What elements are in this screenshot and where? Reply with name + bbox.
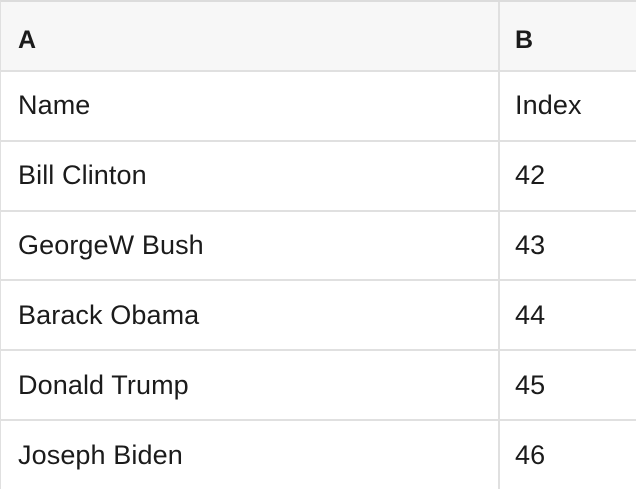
cell-b4-index[interactable]: 44 <box>515 299 546 330</box>
cell-b6-index[interactable]: 46 <box>515 439 546 470</box>
cell-b1-index-label[interactable]: Index <box>515 90 582 121</box>
cell-a6-name[interactable]: Joseph Biden <box>1 421 500 489</box>
cell-a4-name[interactable]: Barack Obama <box>1 281 500 350</box>
cell-a1-name-label[interactable]: Name <box>1 71 500 140</box>
cell-b5-index[interactable]: 45 <box>515 369 546 400</box>
table-row: Name Index <box>1 71 636 142</box>
cell-b3-index[interactable]: 43 <box>515 230 546 260</box>
cell-a2-name[interactable]: Bill Clinton <box>1 141 500 210</box>
cell-a3-name[interactable]: GeorgeW Bush <box>1 211 500 280</box>
table-row: Bill Clinton 42 <box>1 141 636 212</box>
column-header-B[interactable]: B <box>500 2 636 70</box>
table-row: Barack Obama 44 <box>1 281 636 352</box>
column-header-A[interactable]: A <box>1 2 500 70</box>
table-row: Joseph Biden 46 <box>1 421 636 489</box>
cell-a5-name[interactable]: Donald Trump <box>1 351 500 420</box>
table-row: Donald Trump 45 <box>1 351 636 422</box>
column-header-row: A B <box>1 2 636 72</box>
cell-b2-index[interactable]: 42 <box>515 160 546 191</box>
table-row: GeorgeW Bush 43 <box>1 211 636 282</box>
